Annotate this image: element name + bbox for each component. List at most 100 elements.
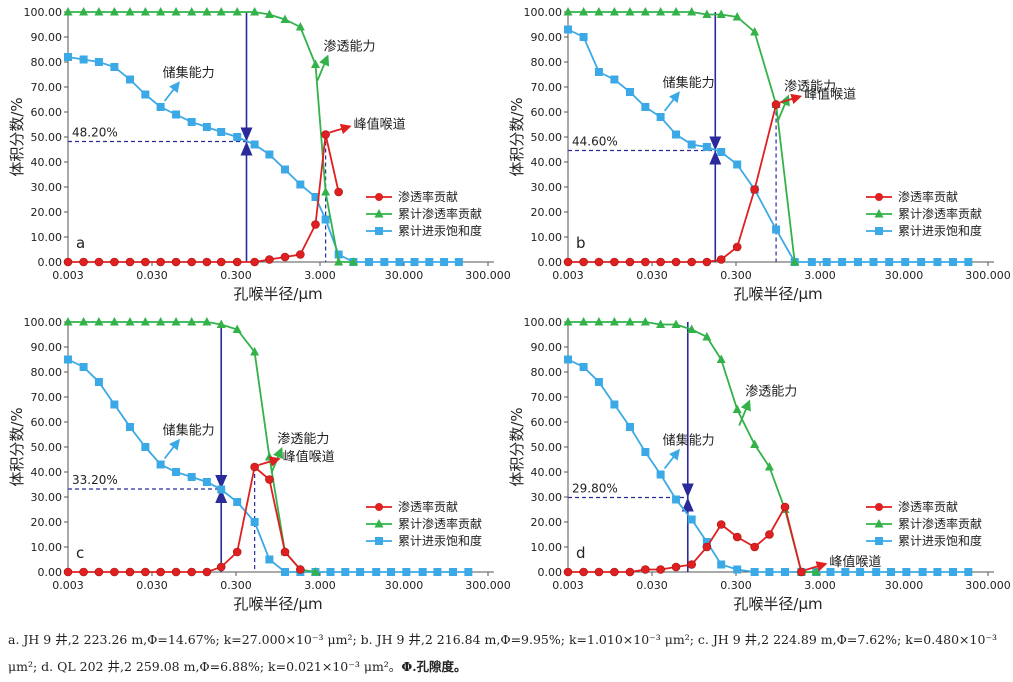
data-point-cumulative-permeability: [310, 567, 320, 576]
data-point-contribution: [716, 520, 726, 529]
y-axis-label: 体积分数/%: [508, 407, 526, 486]
data-point-cumulative-permeability: [264, 452, 274, 461]
data-point-mercury-saturation: [141, 443, 150, 451]
panel-letter: b: [576, 234, 586, 252]
y-tick-label: 30.00: [531, 491, 563, 504]
storage-label: 储集能力: [163, 65, 215, 81]
data-point-contribution: [563, 257, 573, 267]
data-point-mercury-saturation: [702, 143, 711, 151]
y-tick-label: 50.00: [31, 131, 63, 144]
data-point-cumulative-permeability: [609, 317, 619, 326]
data-point-mercury-saturation: [594, 378, 603, 386]
data-point-cumulative-permeability: [732, 404, 742, 413]
legend-marker-mercury-saturation: [375, 537, 383, 545]
data-point-contribution: [563, 567, 573, 577]
y-tick-label: 50.00: [31, 441, 63, 454]
data-point-mercury-saturation: [841, 568, 850, 576]
data-point-contribution: [641, 257, 650, 267]
storage-arrow: [163, 81, 180, 102]
data-point-mercury-saturation: [64, 53, 72, 61]
y-tick-label: 0.00: [38, 566, 63, 579]
data-point-contribution: [125, 257, 135, 267]
guide-arrow-up: [709, 150, 722, 165]
x-tick-label: 0.003: [52, 269, 84, 282]
data-point-cumulative-permeability: [702, 9, 712, 18]
data-point-mercury-saturation: [564, 25, 572, 34]
data-point-mercury-saturation: [449, 568, 458, 576]
x-tick-label: 30.000: [885, 579, 924, 592]
y-tick-label: 60.00: [31, 106, 63, 119]
y-tick-label: 60.00: [531, 106, 563, 119]
data-point-mercury-saturation: [172, 110, 181, 119]
y-tick-label: 70.00: [531, 391, 563, 404]
legend-label-cumulative-permeability: 累计渗透率贡献: [398, 516, 482, 531]
data-point-contribution: [732, 532, 742, 542]
x-tick-label: 0.030: [636, 269, 668, 282]
y-tick-label: 0.00: [38, 256, 63, 269]
y-axis-label: 体积分数/%: [8, 97, 26, 176]
data-point-mercury-saturation: [964, 568, 973, 576]
data-point-mercury-saturation: [202, 478, 211, 486]
data-point-cumulative-permeability: [232, 324, 242, 333]
peak-arrow: [258, 456, 281, 467]
data-point-contribution: [671, 257, 681, 267]
y-tick-label: 100.00: [524, 6, 563, 19]
data-point-mercury-saturation: [717, 148, 726, 156]
y-tick-label: 0.00: [538, 566, 563, 579]
data-point-mercury-saturation: [717, 560, 726, 569]
legend-label-cumulative-permeability: 累计渗透率贡献: [898, 206, 982, 221]
data-point-mercury-saturation: [156, 460, 165, 469]
x-tick-label: 30.000: [385, 269, 424, 282]
x-axis-label: 孔喉半径/μm: [233, 595, 322, 613]
percent-label: 33.20%: [72, 473, 118, 487]
legend-marker-contribution: [375, 503, 383, 511]
x-tick-label: 0.003: [552, 269, 584, 282]
data-point-mercury-saturation: [610, 400, 619, 409]
x-tick-label: 3.000: [304, 269, 336, 282]
data-point-cumulative-permeability: [750, 27, 760, 36]
data-point-cumulative-permeability: [216, 7, 226, 16]
x-tick-label: 30.000: [885, 269, 924, 282]
x-axis-label: 孔喉半径/μm: [233, 285, 322, 303]
data-point-mercury-saturation: [454, 258, 463, 266]
data-point-cumulative-permeability: [280, 14, 290, 23]
data-point-contribution: [716, 255, 726, 264]
legend-marker-mercury-saturation: [375, 227, 383, 235]
figure-svg: 0.00 10.00 20.00 30.00 40.00 50.00 60.00 70.00 8…: [8, 6, 1011, 613]
data-point-mercury-saturation: [564, 355, 572, 364]
data-point-cumulative-permeability: [63, 7, 73, 16]
data-point-mercury-saturation: [579, 33, 588, 41]
data-point-contribution: [265, 475, 274, 484]
data-point-mercury-saturation: [187, 118, 196, 126]
data-point-cumulative-permeability: [171, 7, 181, 16]
data-point-cumulative-permeability: [202, 317, 212, 326]
data-point-mercury-saturation: [334, 250, 343, 259]
y-tick-label: 70.00: [531, 81, 563, 94]
data-point-cumulative-permeability: [334, 257, 344, 266]
guide-arrow-down: [681, 483, 694, 498]
data-point-mercury-saturation: [702, 538, 711, 546]
data-point-contribution: [594, 567, 604, 577]
data-point-mercury-saturation: [64, 355, 72, 364]
data-point-cumulative-permeability: [764, 462, 774, 471]
permeability-arrow: [738, 399, 751, 426]
data-point-contribution: [750, 185, 759, 194]
y-tick-label: 90.00: [531, 31, 563, 44]
data-point-mercury-saturation: [856, 568, 865, 576]
data-point-mercury-saturation: [365, 258, 374, 266]
legend-marker-cumulative-permeability: [874, 519, 884, 528]
data-point-mercury-saturation: [141, 90, 150, 99]
y-tick-label: 30.00: [31, 181, 63, 194]
data-point-mercury-saturation: [765, 568, 774, 576]
data-point-mercury-saturation: [886, 568, 895, 576]
data-point-mercury-saturation: [901, 258, 910, 266]
y-tick-label: 10.00: [531, 541, 563, 554]
y-tick-label: 40.00: [31, 466, 63, 479]
x-tick-label: 0.030: [636, 579, 668, 592]
data-point-contribution: [702, 542, 712, 552]
data-point-mercury-saturation: [826, 568, 835, 576]
data-point-mercury-saturation: [625, 88, 634, 96]
data-point-mercury-saturation: [807, 258, 816, 266]
x-tick-label: 0.030: [136, 269, 168, 282]
legend-marker-cumulative-permeability: [374, 209, 384, 218]
